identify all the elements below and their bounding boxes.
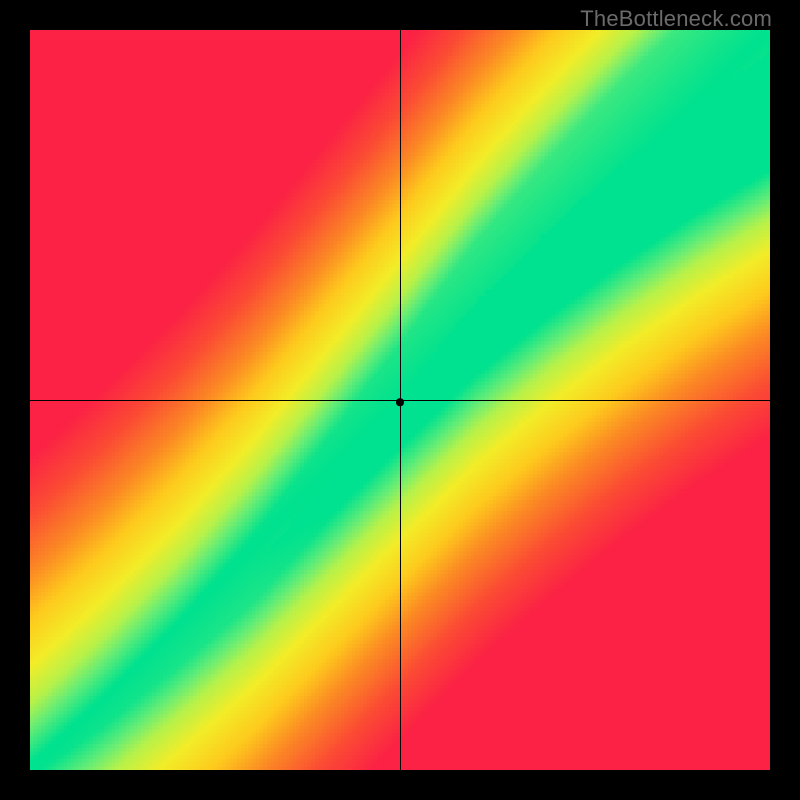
- crosshair-overlay: [0, 0, 800, 800]
- watermark-text: TheBottleneck.com: [580, 6, 772, 32]
